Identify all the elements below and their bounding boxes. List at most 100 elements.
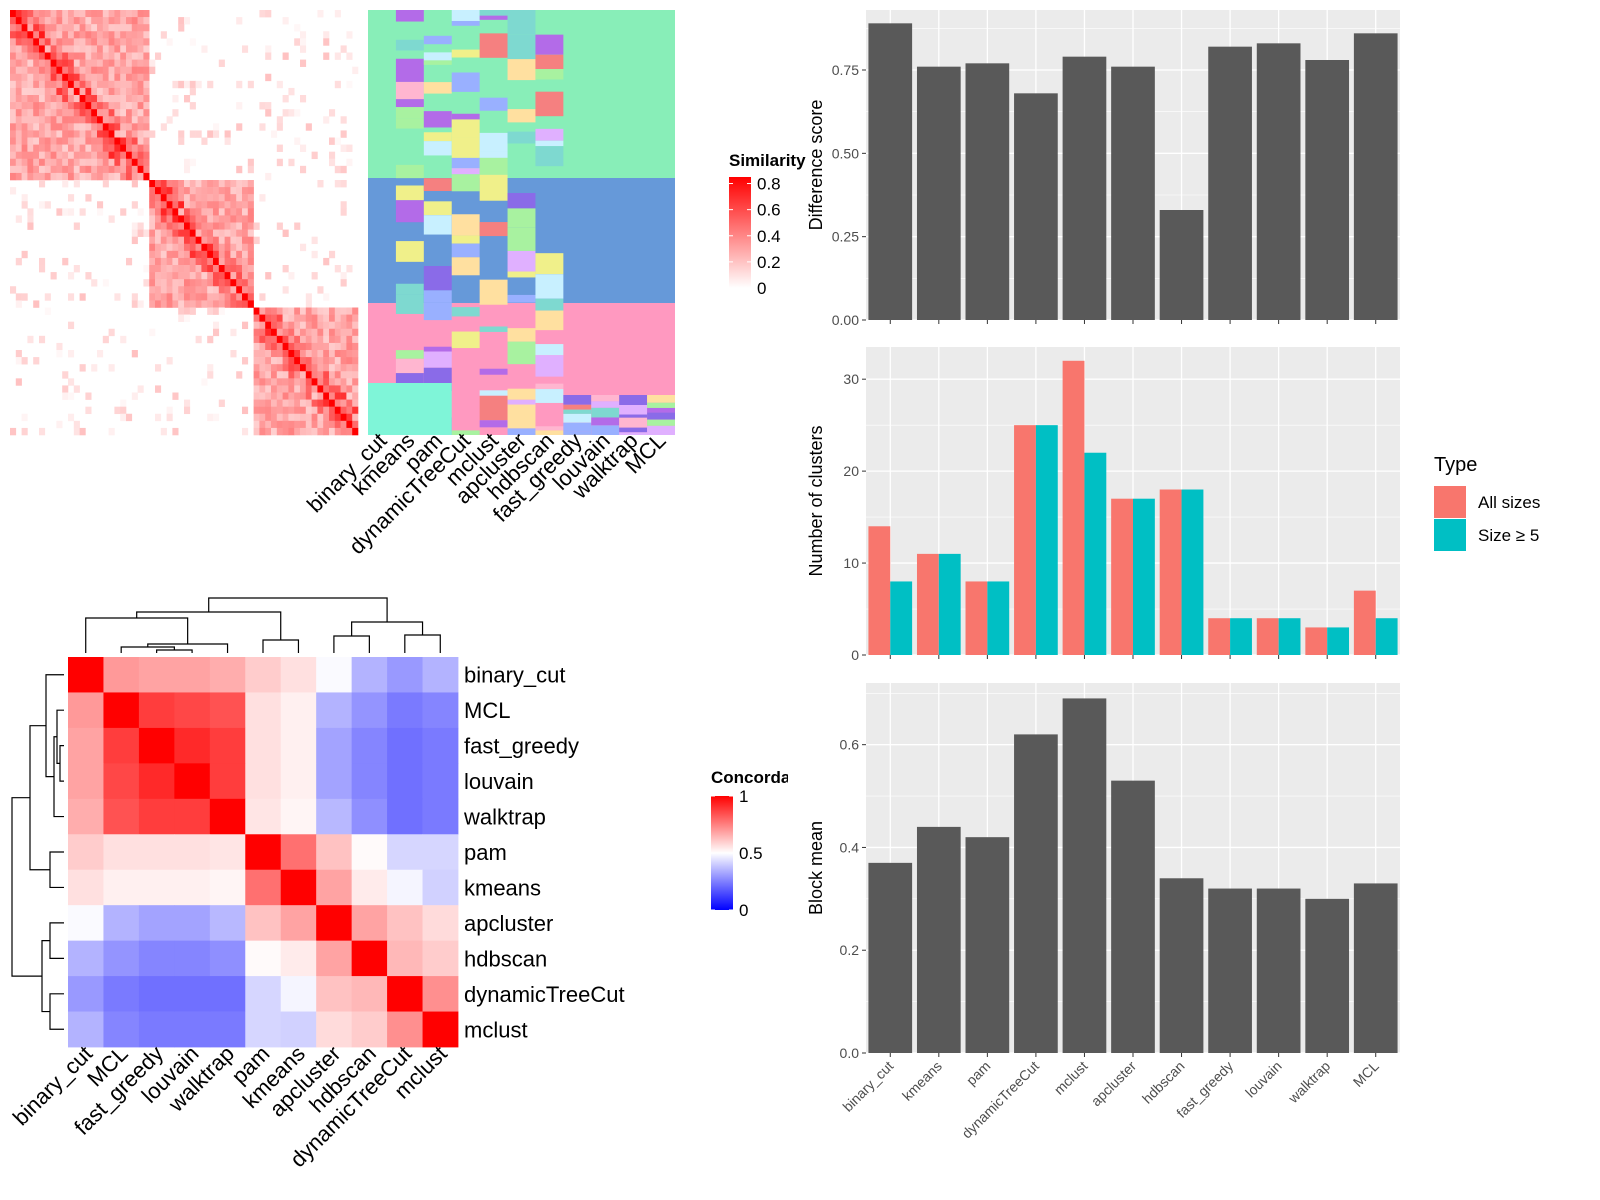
similarity-cell — [166, 187, 173, 195]
similarity-cell — [15, 137, 22, 145]
similarity-cell — [334, 335, 341, 344]
similarity-cell — [155, 201, 162, 209]
similarity-cell — [242, 279, 249, 287]
cluster-cell — [591, 417, 620, 426]
concordance-cell — [422, 869, 459, 906]
similarity-cell — [149, 300, 156, 308]
dendrogram-branch — [49, 993, 64, 1030]
similarity-cell — [276, 413, 283, 422]
cluster-cell — [451, 10, 480, 21]
similarity-cell — [178, 222, 185, 230]
similarity-cell — [207, 243, 214, 252]
similarity-cell — [21, 151, 28, 160]
similarity-cell — [114, 66, 121, 75]
similarity-cell — [253, 335, 260, 344]
similarity-cell — [10, 123, 17, 131]
similarity-cell — [334, 314, 341, 322]
similarity-cell — [108, 123, 115, 131]
similarity-cell — [10, 52, 17, 60]
similarity-cell — [137, 130, 144, 138]
similarity-cell — [97, 130, 104, 138]
similarity-cell — [253, 236, 260, 245]
cluster-cell — [479, 395, 508, 421]
concordance-cell — [209, 976, 246, 1012]
similarity-cell — [236, 194, 243, 202]
similarity-cell — [143, 45, 150, 53]
similarity-cell — [346, 31, 353, 39]
similarity-cell — [172, 293, 179, 301]
similarity-cell — [242, 201, 249, 209]
similarity-cell — [33, 52, 40, 60]
similarity-cell — [317, 350, 324, 358]
similarity-cell — [172, 180, 179, 188]
similarity-cell — [137, 17, 144, 25]
similarity-cell — [68, 194, 75, 202]
similarity-cell — [102, 87, 109, 96]
concordance-cell — [316, 798, 353, 835]
similarity-cell — [120, 144, 127, 152]
similarity-cell — [102, 180, 109, 188]
concordance-cell — [280, 905, 317, 942]
similarity-cell — [178, 229, 185, 237]
similarity-cell — [131, 300, 138, 308]
similarity-cell — [230, 279, 237, 287]
similarity-cell — [340, 180, 347, 188]
similarity-cell — [79, 87, 86, 96]
similarity-cell — [91, 102, 98, 110]
similarity-cell — [149, 66, 156, 75]
concordance-cell — [316, 940, 353, 977]
similarity-cell — [137, 172, 144, 181]
bar — [1305, 898, 1350, 1053]
similarity-cell — [247, 236, 254, 245]
similarity-cell — [329, 109, 336, 117]
similarity-cell — [131, 165, 138, 174]
similarity-cell — [97, 38, 104, 46]
similarity-cell — [323, 314, 330, 322]
similarity-cell — [323, 385, 330, 393]
similarity-cell — [85, 144, 92, 152]
similarity-cell — [311, 406, 318, 415]
similarity-cell — [143, 95, 150, 103]
similarity-cell — [126, 137, 133, 145]
similarity-cell — [189, 187, 196, 195]
similarity-cell — [305, 335, 312, 344]
similarity-cell — [247, 222, 254, 230]
similarity-cell — [62, 123, 69, 131]
similarity-cell — [149, 194, 156, 202]
similarity-cell — [68, 87, 75, 96]
similarity-cell — [73, 24, 80, 32]
similarity-cell — [352, 307, 359, 315]
similarity-cell — [160, 279, 167, 287]
similarity-cell — [21, 95, 28, 103]
similarity-cell — [276, 364, 283, 372]
similarity-cell — [189, 236, 196, 245]
similarity-cell — [288, 371, 295, 379]
similarity-cell — [271, 371, 278, 379]
similarity-cell — [50, 116, 57, 124]
similarity-cell — [33, 10, 40, 18]
bar-all-sizes — [965, 581, 988, 655]
similarity-cell — [21, 45, 28, 53]
similarity-cell — [311, 420, 318, 429]
similarity-cell — [230, 265, 237, 273]
similarity-cell — [178, 243, 185, 252]
similarity-cell — [265, 52, 272, 60]
similarity-cell — [207, 293, 214, 301]
similarity-cell — [44, 66, 51, 75]
similarity-cell — [178, 17, 185, 25]
similarity-cell — [15, 10, 22, 18]
similarity-cell — [184, 406, 191, 415]
similarity-cell — [44, 165, 51, 174]
similarity-cell — [50, 158, 57, 167]
similarity-cell — [294, 392, 301, 400]
similarity-cell — [91, 130, 98, 138]
similarity-cell — [85, 73, 92, 82]
similarity-cell — [27, 208, 34, 216]
similarity-cell — [62, 52, 69, 60]
similarity-cell — [73, 102, 80, 110]
similarity-cell — [56, 24, 63, 32]
similarity-cell — [334, 364, 341, 372]
similarity-cell — [282, 307, 289, 315]
cluster-cell — [423, 201, 452, 216]
similarity-cell — [236, 236, 243, 245]
